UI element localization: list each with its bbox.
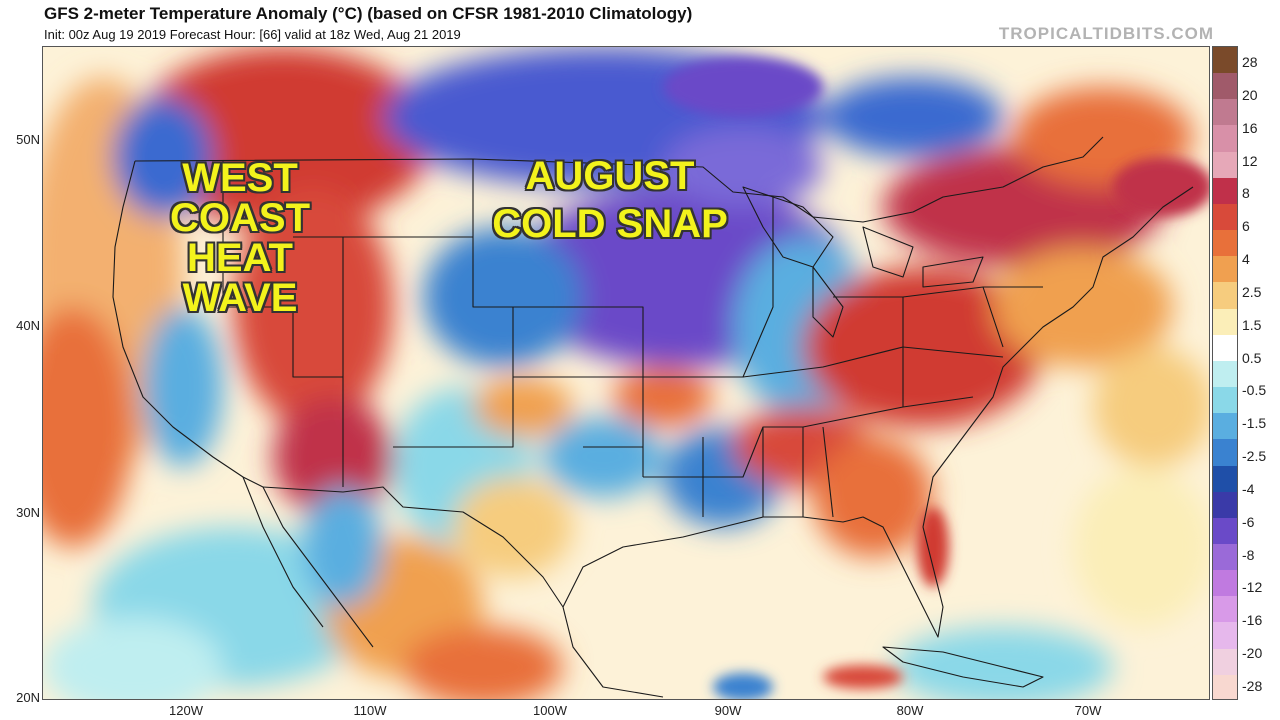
colorbar-segment xyxy=(1213,73,1237,100)
colorbar-segment xyxy=(1213,465,1237,492)
annotation-line: COAST xyxy=(170,196,310,240)
colorbar-label: 8 xyxy=(1242,185,1250,202)
colorbar-label: -28 xyxy=(1242,678,1263,694)
colorbar-label: 1.5 xyxy=(1242,316,1262,333)
lon-label-110w: 110W xyxy=(353,703,387,718)
colorbar-segment xyxy=(1213,230,1237,257)
lat-label-50n: 50N xyxy=(16,132,40,147)
colorbar-segment xyxy=(1213,439,1237,466)
colorbar-segment xyxy=(1213,387,1237,414)
colorbar-segment xyxy=(1213,151,1237,178)
colorbar-segment xyxy=(1213,570,1237,597)
colorbar-segment xyxy=(1213,282,1237,309)
colorbar-segment xyxy=(1213,360,1237,388)
colorbar-label: 4 xyxy=(1242,251,1250,268)
colorbar-segment xyxy=(1213,308,1237,335)
anomaly-map-graphic xyxy=(43,47,1209,699)
colorbar-label: -2.5 xyxy=(1242,448,1267,465)
lat-label-40n: 40N xyxy=(16,318,40,333)
colorbar-segment xyxy=(1213,334,1237,361)
lon-label-100w: 100W xyxy=(533,703,567,718)
colorbar-label: -1.5 xyxy=(1242,415,1267,432)
annotation-line: HEAT xyxy=(187,236,293,280)
colorbar-label: 28 xyxy=(1242,54,1258,70)
colorbar-label: 2.5 xyxy=(1242,283,1262,300)
colorbar-label: 20 xyxy=(1242,86,1258,103)
colorbar-segment xyxy=(1213,674,1237,699)
colorbar-segment xyxy=(1213,491,1237,518)
colorbar-segment xyxy=(1213,517,1237,544)
lon-label-90w: 90W xyxy=(714,703,742,718)
colorbar-label: 6 xyxy=(1242,218,1250,235)
lon-label-80w: 80W xyxy=(896,703,924,718)
annotation-line: AUGUST xyxy=(525,154,695,198)
colorbar-label: -0.5 xyxy=(1242,382,1267,399)
colorbar-label: -8 xyxy=(1242,546,1255,563)
colorbar-label: 12 xyxy=(1242,152,1258,169)
colorbar-segment xyxy=(1213,256,1237,283)
lon-label-120w: 120W xyxy=(169,703,203,718)
colorbar xyxy=(1212,46,1238,700)
colorbar-label: -16 xyxy=(1242,612,1263,629)
west-coast-heat-wave-annotation: WEST COAST HEAT WAVE xyxy=(150,158,330,318)
colorbar-segment xyxy=(1213,596,1237,623)
colorbar-segment xyxy=(1213,648,1237,675)
colorbar-label: 16 xyxy=(1242,119,1258,136)
annotation-line: WEST xyxy=(182,156,298,200)
august-cold-snap-annotation: AUGUST COLD SNAP xyxy=(450,156,770,244)
colorbar-segment xyxy=(1213,543,1237,571)
colorbar-segment xyxy=(1213,99,1237,126)
anomaly-map xyxy=(42,46,1210,700)
map-subtitle: Init: 00z Aug 19 2019 Forecast Hour: [66… xyxy=(44,27,461,42)
colorbar-segment xyxy=(1213,203,1237,231)
colorbar-label: -4 xyxy=(1242,480,1255,497)
colorbar-label: -6 xyxy=(1242,513,1255,530)
colorbar-label: -20 xyxy=(1242,645,1263,662)
annotation-line: WAVE xyxy=(182,276,298,320)
colorbar-segment xyxy=(1213,125,1237,152)
colorbar-segment xyxy=(1213,47,1237,74)
site-brand: TROPICALTIDBITS.COM xyxy=(998,24,1214,43)
lat-label-30n: 30N xyxy=(16,505,40,520)
colorbar-label: -12 xyxy=(1242,579,1263,596)
colorbar-segment xyxy=(1213,622,1237,649)
colorbar-segment xyxy=(1213,413,1237,440)
lat-label-20n: 20N xyxy=(16,690,40,705)
colorbar-label: 0.5 xyxy=(1242,349,1262,366)
annotation-line: COLD SNAP xyxy=(492,202,728,246)
colorbar-segment xyxy=(1213,177,1237,204)
lon-label-70w: 70W xyxy=(1074,703,1102,718)
map-title: GFS 2-meter Temperature Anomaly (°C) (ba… xyxy=(44,4,693,23)
